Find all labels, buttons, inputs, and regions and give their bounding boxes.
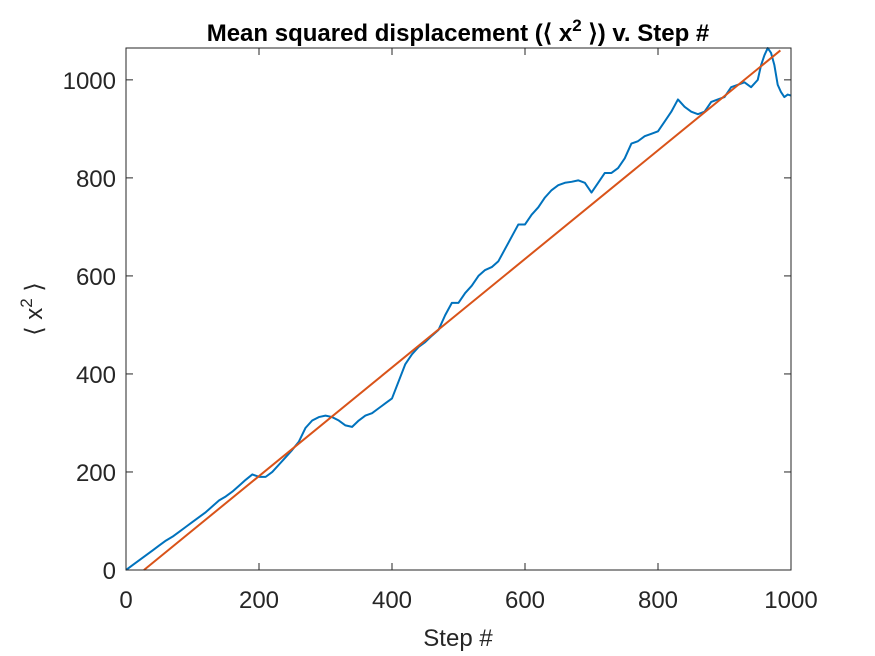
chart-title: Mean squared displacement (⟨ x2 ⟩) v. St… bbox=[207, 16, 710, 47]
y-tick-label: 800 bbox=[76, 166, 116, 193]
series-line-2 bbox=[143, 49, 781, 571]
x-tick-label: 400 bbox=[372, 587, 412, 614]
x-tick-label: 1000 bbox=[764, 587, 817, 614]
y-tick-label: 1000 bbox=[63, 68, 116, 95]
y-axis-label-superscript: 2 bbox=[17, 298, 36, 307]
chart-title-superscript: 2 bbox=[572, 16, 581, 35]
x-axis-label: Step # bbox=[423, 625, 493, 652]
y-tick-label: 600 bbox=[76, 264, 116, 291]
y-axis-label-main: ⟨ x bbox=[21, 308, 48, 336]
y-tick-label: 200 bbox=[76, 460, 116, 487]
x-tick-label: 200 bbox=[239, 587, 279, 614]
series-line-1 bbox=[125, 47, 792, 571]
y-tick-label: 400 bbox=[76, 362, 116, 389]
y-axis-label-tail: ⟩ bbox=[21, 282, 48, 298]
x-tick-label: 800 bbox=[638, 587, 678, 614]
chart-title-main: Mean squared displacement (⟨ x bbox=[207, 20, 573, 47]
plot-box bbox=[125, 47, 792, 571]
x-tick-label: 600 bbox=[505, 587, 545, 614]
y-tick-label: 0 bbox=[103, 558, 116, 585]
x-tick-label: 0 bbox=[119, 587, 132, 614]
series-layer bbox=[125, 47, 792, 571]
y-axis-label: ⟨ x2 ⟩ bbox=[17, 282, 48, 336]
plot-background bbox=[126, 48, 791, 570]
chart-title-tail: ⟩) v. Step # bbox=[582, 20, 710, 47]
ticks-layer: 0 200 400 600 800 1000 0 200 400 600 800 1000 bbox=[63, 48, 818, 614]
